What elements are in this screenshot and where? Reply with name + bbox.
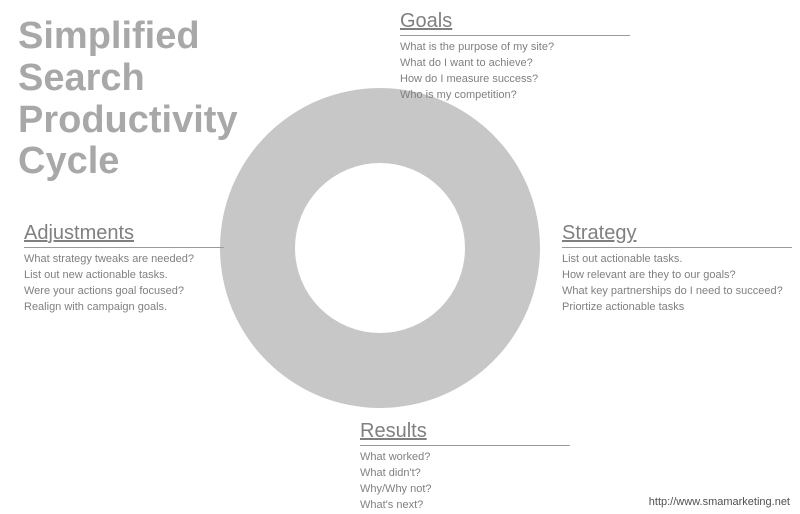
list-item: What worked?	[360, 450, 570, 466]
cycle-ring-icon	[200, 68, 560, 428]
title-line: Simplified	[18, 16, 238, 58]
section-heading: Results	[360, 420, 570, 443]
list-item: How relevant are they to our goals?	[562, 268, 792, 284]
list-item: What do I want to achieve?	[400, 56, 630, 72]
section-strategy: Strategy List out actionable tasks. How …	[562, 222, 792, 316]
list-item: What is the purpose of my site?	[400, 40, 630, 56]
list-item: Were your actions goal focused?	[24, 284, 224, 300]
list-item: Realign with campaign goals.	[24, 300, 224, 316]
list-item: What key partnerships do I need to succe…	[562, 284, 792, 300]
list-item: Priortize actionable tasks	[562, 300, 792, 316]
section-items: What is the purpose of my site? What do …	[400, 40, 630, 104]
section-results: Results What worked? What didn't? Why/Wh…	[360, 420, 570, 514]
section-heading: Adjustments	[24, 222, 224, 245]
list-item: What didn't?	[360, 466, 570, 482]
section-goals: Goals What is the purpose of my site? Wh…	[400, 10, 630, 104]
section-items: What worked? What didn't? Why/Why not? W…	[360, 450, 570, 514]
section-heading: Goals	[400, 10, 630, 33]
section-divider	[562, 247, 792, 248]
list-item: How do I measure success?	[400, 72, 630, 88]
section-divider	[24, 247, 224, 248]
section-heading: Strategy	[562, 222, 792, 245]
section-divider	[360, 445, 570, 446]
list-item: List out actionable tasks.	[562, 252, 792, 268]
section-items: List out actionable tasks. How relevant …	[562, 252, 792, 316]
section-items: What strategy tweaks are needed? List ou…	[24, 252, 224, 316]
section-divider	[400, 35, 630, 36]
list-item: Who is my competition?	[400, 88, 630, 104]
list-item: What's next?	[360, 498, 570, 514]
list-item: What strategy tweaks are needed?	[24, 252, 224, 268]
section-adjustments: Adjustments What strategy tweaks are nee…	[24, 222, 224, 316]
list-item: List out new actionable tasks.	[24, 268, 224, 284]
list-item: Why/Why not?	[360, 482, 570, 498]
footer-url: http://www.smamarketing.net	[649, 496, 790, 508]
